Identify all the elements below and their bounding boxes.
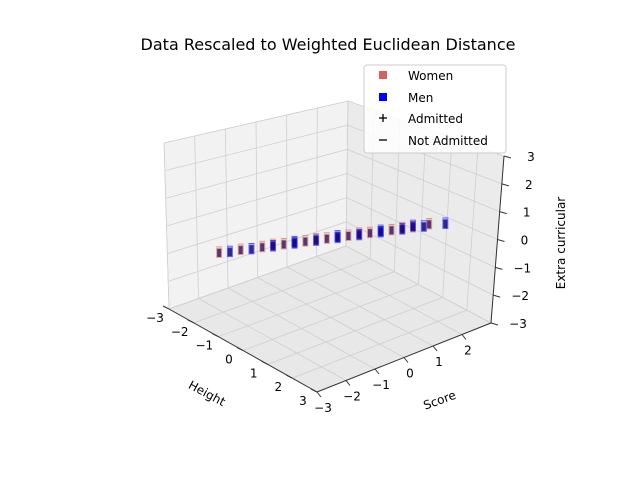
z-tick-label: 2 [525, 178, 533, 192]
grid-line-extra [168, 221, 494, 296]
data-point-men [356, 228, 363, 241]
data-point-men [409, 219, 416, 232]
z-tick-label: 0 [521, 234, 529, 248]
z-tick-label: −3 [509, 317, 527, 331]
x-tick-label: 3 [299, 394, 307, 408]
x-tick-label: −2 [171, 325, 189, 339]
y-tick-label: −3 [314, 401, 332, 415]
data-point-women [259, 240, 266, 253]
grid-line-extra [165, 148, 500, 213]
y-tick-mark [403, 357, 409, 363]
z-tick-label: −1 [513, 261, 531, 275]
legend: Women Men Admitted Not Admitted [363, 64, 507, 154]
y-tick-mark [461, 334, 467, 340]
data-point-men [377, 224, 384, 237]
axes: −3 −2 −1 0 1 2 3 −3 −2 −1 0 1 2 −3 −2 −1 0 1 2 3 [146, 150, 535, 415]
data-point-women [280, 238, 287, 250]
z-tick-mark [501, 183, 509, 187]
z-axis-label: Extra curricular [554, 197, 568, 290]
y-tick-mark [432, 345, 438, 352]
y-tick-mark [345, 380, 351, 386]
y-tick-label: 1 [435, 355, 443, 369]
data-point-men [270, 240, 277, 252]
data-point-women [216, 246, 223, 258]
x-tick-label: −3 [146, 311, 164, 325]
data-points [216, 217, 449, 258]
x-tick-label: 1 [250, 366, 258, 380]
legend-box [363, 64, 507, 154]
grid-line-extra [168, 245, 492, 324]
data-point-men [399, 223, 406, 235]
data-point-women [345, 229, 352, 241]
y-axis-line [316, 322, 492, 393]
z-tick-label: 3 [527, 150, 535, 164]
legend-label-men: Men [408, 91, 433, 105]
data-point-women [237, 243, 244, 256]
x-tick-mark [162, 305, 170, 310]
z-tick-mark [493, 294, 501, 298]
y-tick-mark [316, 391, 322, 398]
grid-line-extra [164, 124, 502, 185]
legend-label-not-admitted: Not Admitted [408, 134, 488, 148]
data-point-men [248, 242, 255, 255]
y-tick-label: −2 [343, 390, 361, 404]
legend-marker-men [379, 93, 387, 101]
data-point-men [313, 234, 320, 246]
legend-label-admitted: Admitted [408, 112, 463, 126]
legend-marker-women [379, 71, 387, 79]
x-tick-label: 2 [275, 380, 283, 394]
data-point-women [366, 226, 373, 239]
z-tick-mark [495, 266, 503, 270]
data-point-women [302, 235, 309, 247]
z-tick-mark [490, 322, 499, 326]
x-axis-line [168, 308, 318, 393]
data-point-women [388, 223, 395, 236]
z-axis-line [490, 155, 505, 324]
legend-marker-admitted [379, 114, 387, 122]
data-point-women [426, 217, 433, 230]
grid-line-extra [167, 197, 496, 268]
y-tick-mark [374, 368, 380, 375]
z-tick-label: 1 [523, 206, 531, 220]
data-point-men [442, 217, 449, 230]
data-point-men [334, 230, 341, 242]
z-tick-mark [499, 211, 507, 215]
data-point-men [226, 245, 233, 258]
x-axis-label: Height [186, 378, 228, 409]
z-tick-mark [503, 155, 512, 159]
y-tick-label: 2 [464, 344, 472, 358]
legend-label-women: Women [408, 69, 453, 83]
x-tick-label: 0 [225, 353, 233, 367]
x-tick-label: −1 [195, 339, 213, 353]
y-tick-label: −1 [372, 378, 390, 392]
grid-line-extra [166, 173, 498, 240]
data-point-men [420, 220, 427, 232]
chart-title: Data Rescaled to Weighted Euclidean Dist… [141, 35, 516, 54]
data-point-women [323, 232, 330, 244]
z-tick-mark [497, 239, 505, 242]
y-axis-label: Score [421, 388, 457, 413]
data-point-men [291, 235, 298, 248]
y-tick-label: 0 [406, 367, 414, 381]
z-tick-label: −2 [511, 289, 529, 303]
